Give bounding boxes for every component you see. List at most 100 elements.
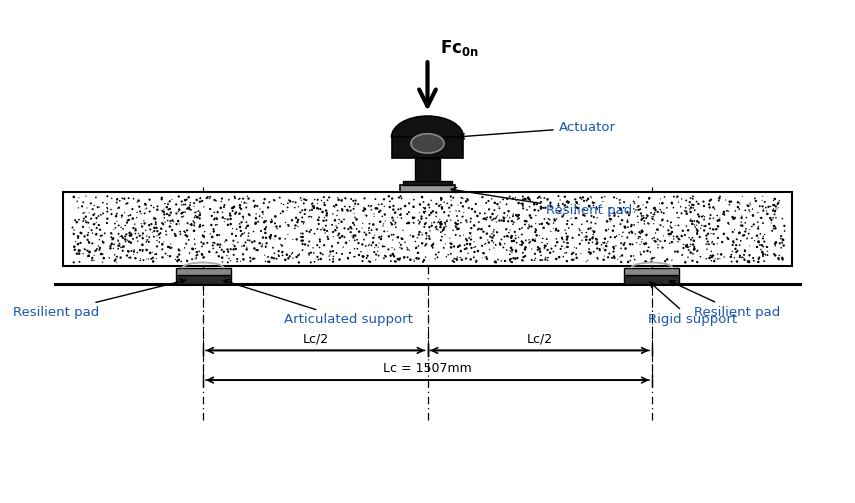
Point	[228, 210, 242, 218]
Point	[386, 214, 399, 222]
Point	[551, 192, 565, 200]
Point	[240, 245, 254, 254]
Point	[97, 254, 110, 262]
Point	[116, 234, 130, 242]
Point	[717, 253, 731, 261]
Point	[107, 225, 121, 233]
Point	[162, 243, 176, 251]
Point	[108, 219, 121, 227]
Point	[457, 231, 470, 239]
Point	[726, 241, 740, 249]
Point	[383, 203, 397, 211]
Point	[470, 212, 484, 220]
Point	[658, 257, 672, 265]
Point	[637, 214, 651, 222]
Point	[211, 208, 225, 216]
Point	[257, 218, 271, 226]
Point	[218, 215, 232, 223]
Point	[367, 234, 380, 242]
Point	[74, 229, 87, 237]
Point	[188, 240, 202, 248]
Point	[500, 212, 514, 220]
Point	[770, 214, 783, 222]
Point	[174, 198, 188, 206]
Point	[553, 196, 567, 204]
Point	[662, 230, 675, 238]
Point	[416, 204, 430, 212]
Point	[372, 201, 386, 209]
Point	[232, 195, 245, 203]
Point	[415, 215, 428, 223]
Point	[139, 204, 153, 212]
Point	[153, 233, 167, 241]
Point	[220, 252, 233, 260]
Point	[747, 257, 761, 265]
Point	[478, 214, 492, 222]
Point	[435, 203, 449, 211]
Point	[351, 239, 365, 247]
Point	[347, 205, 361, 213]
Point	[703, 254, 716, 262]
Point	[190, 196, 203, 204]
Point	[708, 255, 722, 263]
Point	[699, 240, 713, 248]
Point	[276, 247, 290, 256]
Point	[357, 253, 370, 261]
Point	[587, 230, 600, 238]
Bar	[624, 268, 680, 275]
Point	[621, 216, 634, 224]
Point	[501, 217, 515, 225]
Point	[712, 216, 726, 224]
Point	[160, 210, 174, 218]
Point	[330, 223, 344, 231]
Point	[737, 251, 751, 259]
Point	[249, 214, 262, 222]
Point	[508, 228, 522, 236]
Point	[699, 255, 713, 263]
Point	[370, 225, 384, 233]
Point	[377, 202, 391, 210]
Point	[518, 220, 532, 228]
Point	[113, 239, 127, 247]
Point	[720, 207, 734, 215]
Point	[209, 197, 223, 205]
Point	[613, 196, 627, 204]
Point	[422, 201, 435, 209]
Point	[304, 248, 318, 257]
Point	[525, 222, 539, 230]
Point	[363, 203, 377, 211]
Point	[463, 234, 476, 242]
Point	[109, 224, 122, 232]
Point	[607, 209, 621, 217]
Point	[68, 242, 81, 250]
Point	[595, 194, 609, 202]
Point	[110, 195, 124, 203]
Point	[584, 224, 598, 232]
Point	[536, 234, 550, 242]
Point	[499, 225, 513, 233]
Point	[614, 220, 628, 228]
Point	[251, 246, 264, 254]
Point	[728, 207, 742, 215]
Point	[158, 200, 172, 208]
Point	[224, 215, 238, 223]
Point	[518, 252, 532, 260]
Point	[504, 258, 517, 266]
Point	[413, 218, 427, 226]
Point	[444, 216, 457, 224]
Point	[347, 221, 361, 229]
Point	[699, 222, 712, 230]
Point	[498, 240, 511, 248]
Point	[433, 219, 447, 227]
Point	[624, 252, 638, 260]
Point	[249, 214, 262, 222]
Point	[113, 233, 127, 241]
Point	[593, 245, 606, 253]
Point	[739, 206, 752, 214]
Point	[543, 216, 557, 224]
Point	[215, 254, 229, 262]
Point	[541, 257, 555, 265]
Point	[308, 230, 321, 238]
Point	[386, 236, 399, 244]
Point	[667, 232, 681, 240]
